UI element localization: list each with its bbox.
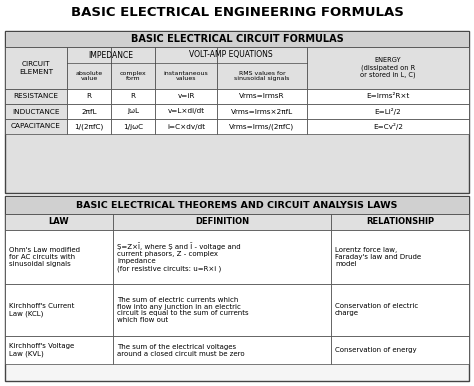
Text: Kirchhoff's Voltage
Law (KVL): Kirchhoff's Voltage Law (KVL)	[9, 343, 74, 357]
Bar	[331, 230, 469, 284]
Bar	[67, 119, 111, 134]
Text: R: R	[130, 93, 136, 100]
Bar	[113, 336, 331, 364]
Bar	[113, 214, 331, 230]
Text: Ṣ=Z×Ī, where Ṣ and Ī - voltage and
current phasors, Z - complex
impedance
(for r: Ṣ=Z×Ī, where Ṣ and Ī - voltage and curre…	[117, 242, 241, 272]
Text: RMS values for
sinusoidal signals: RMS values for sinusoidal signals	[234, 71, 290, 81]
Text: E=Cv²/2: E=Cv²/2	[373, 123, 403, 130]
Text: INDUCTANCE: INDUCTANCE	[12, 108, 60, 115]
Bar	[217, 119, 307, 134]
Bar	[5, 119, 67, 134]
Text: 2πfL: 2πfL	[81, 108, 97, 115]
Text: CIRCUIT
ELEMENT: CIRCUIT ELEMENT	[19, 61, 53, 74]
Text: IMPEDANCE: IMPEDANCE	[89, 51, 134, 59]
Text: Lorentz force law,
Faraday's law and Drude
model: Lorentz force law, Faraday's law and Dru…	[335, 247, 421, 267]
Bar	[307, 104, 469, 119]
Bar	[5, 31, 469, 193]
Bar	[217, 104, 307, 119]
Text: ENERGY
(dissipated on R
or stored in L, C): ENERGY (dissipated on R or stored in L, …	[360, 58, 416, 78]
Text: The sum of electric currents which
flow into any junction in an electric
circuit: The sum of electric currents which flow …	[117, 296, 249, 323]
Bar	[67, 89, 111, 104]
Bar	[307, 89, 469, 104]
Bar	[111, 104, 155, 119]
Text: absolute
value: absolute value	[75, 71, 102, 81]
Bar	[331, 214, 469, 230]
Text: Conservation of electric
charge: Conservation of electric charge	[335, 303, 418, 317]
Text: 1/jωC: 1/jωC	[123, 124, 143, 129]
Bar	[5, 196, 469, 381]
Text: BASIC ELECTRICAL THEOREMS AND CIRCUIT ANALYSIS LAWS: BASIC ELECTRICAL THEOREMS AND CIRCUIT AN…	[76, 200, 398, 210]
Bar	[111, 47, 155, 89]
Text: BASIC ELECTRICAL CIRCUIT FORMULAS: BASIC ELECTRICAL CIRCUIT FORMULAS	[131, 34, 343, 44]
Bar	[217, 89, 307, 104]
Bar	[155, 89, 217, 104]
Bar	[5, 31, 469, 47]
Bar	[307, 119, 469, 134]
Bar	[5, 214, 113, 230]
Text: instantaneous
values: instantaneous values	[164, 71, 209, 81]
Bar	[5, 196, 469, 214]
Text: complex
form: complex form	[119, 71, 146, 81]
Text: E=Li²/2: E=Li²/2	[374, 108, 401, 115]
Text: Vrms=IrmsR: Vrms=IrmsR	[239, 93, 285, 100]
Bar	[5, 284, 113, 336]
Text: Conservation of energy: Conservation of energy	[335, 347, 417, 353]
Text: R: R	[86, 93, 91, 100]
Text: LAW: LAW	[49, 217, 69, 227]
Text: CAPACITANCE: CAPACITANCE	[11, 124, 61, 129]
Text: i=C×dv/dt: i=C×dv/dt	[167, 124, 205, 129]
Text: DEFINITION: DEFINITION	[195, 217, 249, 227]
Text: BASIC ELECTRICAL ENGINEERING FORMULAS: BASIC ELECTRICAL ENGINEERING FORMULAS	[71, 7, 403, 20]
Text: jωL: jωL	[127, 108, 139, 115]
Bar	[67, 104, 111, 119]
Text: Ohm's Law modified
for AC circuits with
sinusoidal signals: Ohm's Law modified for AC circuits with …	[9, 247, 80, 267]
Bar	[155, 119, 217, 134]
Bar	[331, 336, 469, 364]
Text: 1/(2πfC): 1/(2πfC)	[74, 123, 104, 130]
Text: v=iR: v=iR	[177, 93, 195, 100]
Bar	[155, 47, 217, 89]
Bar	[331, 284, 469, 336]
Bar	[307, 47, 469, 89]
Bar	[217, 47, 307, 89]
Text: Vrms=Irms/(2πfC): Vrms=Irms/(2πfC)	[229, 123, 294, 130]
Text: E=Irms²R×t: E=Irms²R×t	[366, 93, 410, 100]
Bar	[5, 47, 67, 89]
Bar	[113, 230, 331, 284]
Bar	[5, 336, 113, 364]
Bar	[5, 89, 67, 104]
Bar	[113, 284, 331, 336]
Text: Kirchhoff's Current
Law (KCL): Kirchhoff's Current Law (KCL)	[9, 303, 74, 317]
Bar	[67, 47, 111, 89]
Text: v=L×di/dt: v=L×di/dt	[167, 108, 205, 115]
Text: The sum of the electrical voltages
around a closed circuit must be zero: The sum of the electrical voltages aroun…	[117, 344, 245, 357]
Bar	[111, 119, 155, 134]
Text: RELATIONSHIP: RELATIONSHIP	[366, 217, 434, 227]
Text: RESISTANCE: RESISTANCE	[13, 93, 58, 100]
Bar	[5, 230, 113, 284]
Bar	[5, 104, 67, 119]
Text: VOLT-AMP EQUATIONS: VOLT-AMP EQUATIONS	[189, 51, 273, 59]
Bar	[111, 89, 155, 104]
Bar	[155, 104, 217, 119]
Text: Vrms=Irms×2πfL: Vrms=Irms×2πfL	[231, 108, 293, 115]
